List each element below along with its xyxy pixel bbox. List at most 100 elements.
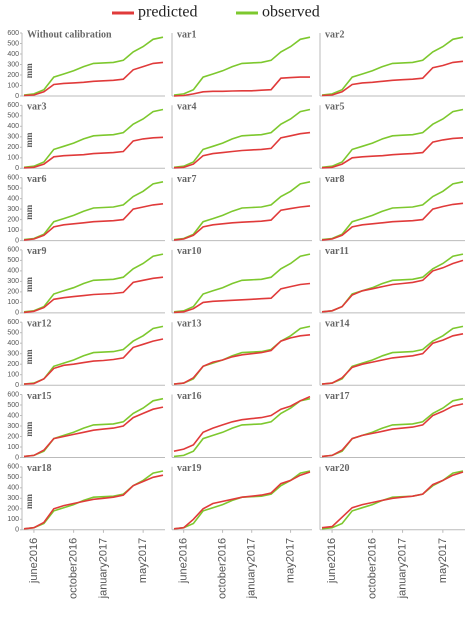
y-axis-label: mm	[24, 349, 34, 364]
x-tick-label: january2017	[246, 538, 258, 600]
y-tick-label: 0	[15, 165, 19, 172]
y-tick-label: 600	[7, 391, 19, 398]
line-observed	[173, 397, 311, 458]
y-tick-label: 100	[7, 516, 19, 523]
x-tick-label: october2016	[366, 538, 378, 599]
line-observed	[321, 36, 464, 96]
x-tick-label: may2017	[137, 538, 149, 583]
y-tick-label: 400	[7, 51, 19, 58]
line-predicted	[321, 471, 464, 529]
y-axis-label: mm	[24, 204, 34, 219]
panel-title: var2	[325, 29, 344, 40]
y-tick-label: 500	[7, 330, 19, 337]
y-tick-label: 500	[7, 113, 19, 120]
y-tick-label: 600	[7, 319, 19, 326]
line-observed	[23, 181, 164, 241]
y-tick-label: 100	[7, 155, 19, 162]
panel-title: var19	[177, 463, 201, 474]
panel-title: var20	[325, 463, 349, 474]
line-predicted	[321, 259, 464, 313]
panel-title: var16	[177, 391, 201, 402]
y-tick-label: 400	[7, 340, 19, 347]
line-predicted	[23, 136, 164, 169]
y-tick-label: 0	[15, 310, 19, 317]
y-tick-label: 400	[7, 412, 19, 419]
y-tick-label: 100	[7, 82, 19, 89]
panel-title: var3	[27, 102, 46, 113]
panel-title: var8	[325, 174, 344, 185]
panel-title: var10	[177, 246, 201, 257]
y-tick-label: 600	[7, 174, 19, 181]
x-tick-label: may2017	[284, 538, 296, 583]
y-tick-label: 300	[7, 351, 19, 358]
line-predicted	[321, 403, 464, 458]
panel-title: var5	[325, 102, 344, 113]
panel-title: var11	[325, 246, 349, 257]
line-observed	[321, 181, 464, 241]
line-predicted	[23, 338, 164, 385]
line-observed	[321, 325, 464, 385]
line-observed	[173, 253, 311, 313]
line-predicted	[23, 474, 164, 530]
panel-title: var12	[27, 318, 51, 329]
line-predicted	[173, 205, 311, 241]
y-tick-label: 500	[7, 185, 19, 192]
y-tick-label: 500	[7, 474, 19, 481]
y-tick-label: 0	[15, 93, 19, 100]
line-predicted	[23, 406, 164, 458]
y-tick-label: 200	[7, 361, 19, 368]
line-predicted	[173, 395, 311, 452]
panel-title: var7	[177, 174, 196, 185]
x-tick-label: january2017	[396, 538, 408, 600]
y-axis-label: mm	[24, 132, 34, 147]
y-axis-label: mm	[24, 277, 34, 292]
line-observed	[23, 397, 164, 458]
panel-title: var4	[177, 102, 196, 113]
line-predicted	[23, 276, 164, 314]
line-observed	[173, 181, 311, 241]
y-tick-label: 200	[7, 289, 19, 296]
line-predicted	[321, 333, 464, 385]
y-axis-label: mm	[24, 63, 34, 78]
y-tick-label: 300	[7, 423, 19, 430]
y-tick-label: 500	[7, 257, 19, 264]
x-tick-label: october2016	[68, 538, 80, 599]
panel-title: var13	[177, 318, 201, 329]
line-observed	[23, 36, 164, 96]
x-tick-label: june2016	[178, 538, 190, 584]
y-tick-label: 200	[7, 72, 19, 79]
y-tick-label: 200	[7, 144, 19, 151]
line-predicted	[23, 61, 164, 97]
y-tick-label: 200	[7, 216, 19, 223]
x-tick-label: june2016	[28, 538, 40, 584]
y-tick-label: 300	[7, 495, 19, 502]
y-tick-label: 300	[7, 134, 19, 141]
y-tick-label: 0	[15, 454, 19, 461]
y-tick-label: 600	[7, 30, 19, 37]
line-predicted	[173, 131, 311, 169]
line-observed	[321, 470, 464, 530]
x-tick-label: october2016	[216, 538, 228, 599]
y-tick-label: 400	[7, 268, 19, 275]
line-predicted	[321, 202, 464, 241]
panel-title: var14	[325, 318, 349, 329]
y-tick-label: 300	[7, 278, 19, 285]
line-predicted	[321, 60, 464, 97]
line-observed	[173, 470, 311, 530]
panel-title: var18	[27, 463, 51, 474]
line-observed	[173, 36, 311, 96]
y-tick-label: 0	[15, 527, 19, 534]
y-tick-label: 100	[7, 444, 19, 451]
y-tick-label: 0	[15, 237, 19, 244]
y-axis-label: mm	[24, 493, 34, 508]
line-observed	[23, 325, 164, 385]
line-predicted	[173, 76, 310, 97]
line-predicted	[321, 137, 464, 169]
y-tick-label: 300	[7, 206, 19, 213]
y-tick-label: 600	[7, 247, 19, 254]
y-tick-label: 100	[7, 299, 19, 306]
panel-title: var9	[27, 246, 46, 257]
y-tick-label: 400	[7, 123, 19, 130]
y-tick-label: 500	[7, 402, 19, 409]
